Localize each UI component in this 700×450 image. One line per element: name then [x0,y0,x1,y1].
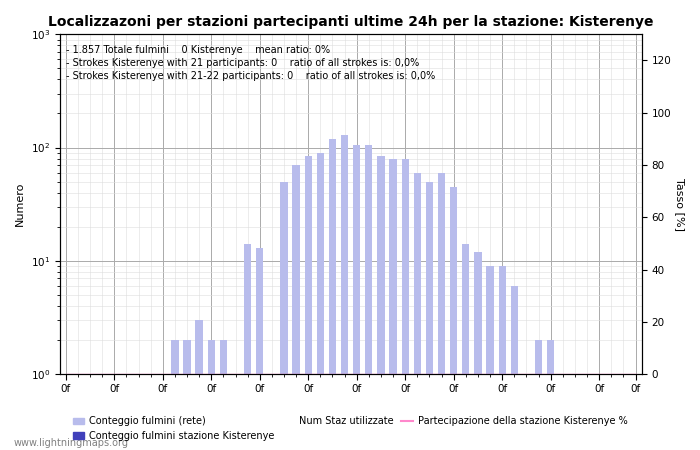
Bar [486,266,493,450]
Bar [232,374,239,450]
Bar [329,139,336,450]
Bar [450,187,457,450]
Bar [462,244,470,450]
Bar [135,374,142,450]
Text: - 1.857 Totale fulmini    0 Kisterenye    mean ratio: 0%
- Strokes Kisterenye wi: - 1.857 Totale fulmini 0 Kisterenye mean… [66,45,435,81]
Bar [256,248,263,450]
Y-axis label: Tasso [%]: Tasso [%] [675,178,685,231]
Bar [341,135,348,450]
Bar [293,165,300,450]
Bar [86,374,94,450]
Bar [414,173,421,450]
Bar [159,374,167,450]
Bar [475,252,482,450]
Bar [183,340,190,450]
Legend: Conteggio fulmini (rete), Conteggio fulmini stazione Kisterenye, Num Staz utiliz: Conteggio fulmini (rete), Conteggio fulm… [69,413,631,445]
Bar [195,320,203,450]
Bar [608,374,615,450]
Bar [147,374,154,450]
Bar [304,156,312,450]
Bar [365,145,372,450]
Bar [535,340,542,450]
Bar [62,374,69,450]
Bar [99,374,106,450]
Bar [111,374,118,450]
Bar [498,266,506,450]
Title: Localizzazoni per stazioni partecipanti ultime 24h per la stazione: Kisterenye: Localizzazoni per stazioni partecipanti … [48,15,653,29]
Bar [511,286,518,450]
Bar [426,182,433,450]
Bar [74,374,81,450]
Bar [377,156,384,450]
Bar [438,173,445,450]
Bar [281,182,288,450]
Bar [402,158,409,450]
Y-axis label: Numero: Numero [15,182,25,226]
Bar [523,374,530,450]
Bar [571,374,579,450]
Bar [172,340,178,450]
Bar [268,374,276,450]
Bar [389,158,397,450]
Bar [547,340,554,450]
Bar [620,374,627,450]
Bar [632,374,639,450]
Bar [220,340,227,450]
Bar [596,374,603,450]
Bar [316,153,324,450]
Bar [583,374,591,450]
Bar [559,374,566,450]
Bar [353,145,360,450]
Bar [122,374,130,450]
Text: www.lightningmaps.org: www.lightningmaps.org [14,438,129,448]
Bar [244,244,251,450]
Bar [208,340,215,450]
